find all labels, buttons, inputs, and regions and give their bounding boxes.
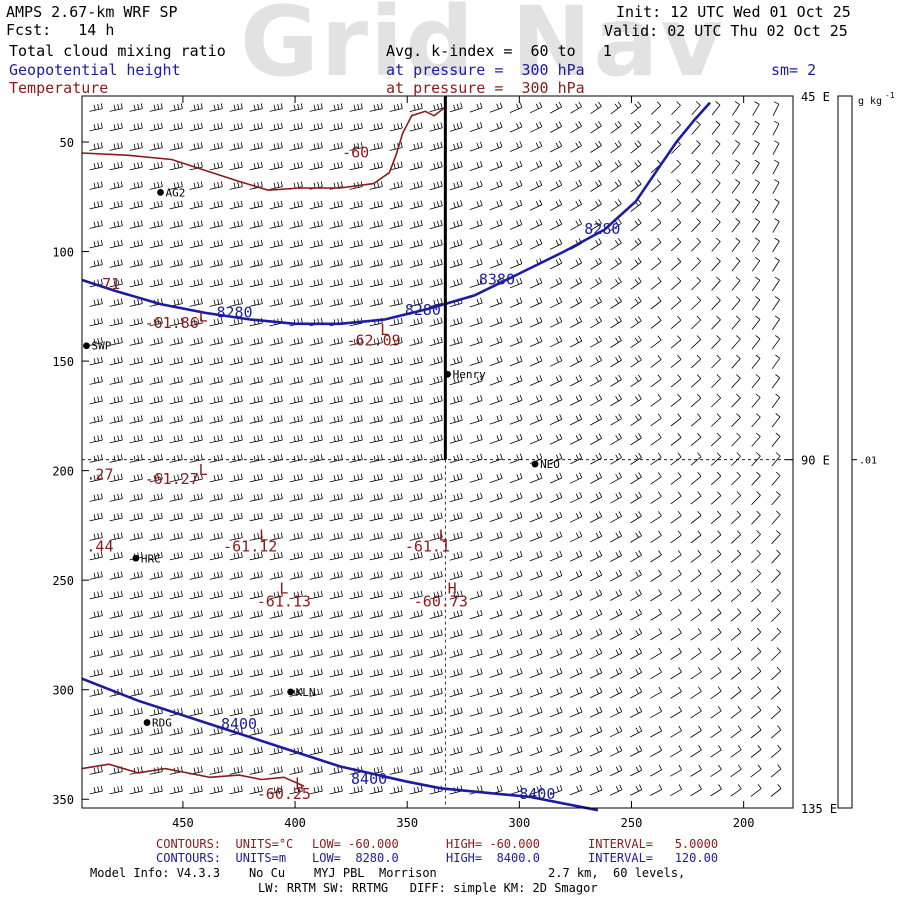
colorbar-unit: g kg [858,96,882,107]
contour-temp_-60_north [81,106,446,192]
station-dot-neo [531,460,539,468]
contour-label-22: L [259,527,268,545]
footer-resolution: 2.7 km, 60 levels, [548,866,686,880]
contour-lines [81,101,711,812]
footer-physics: LW: RRTM SW: RRTMG DIFF: simple KM: 2D S… [258,881,598,895]
footer-height-low: LOW= 8280.0 [312,851,399,865]
station-dot-rdg [143,719,151,726]
field-height: Geopotential height [9,61,181,79]
contour-label-23: L [439,527,448,545]
footer-temp-interval: INTERVAL= 5.0000 [588,837,719,851]
field-cloud: Total cloud mixing ratio [9,42,226,60]
valid-time: Valid: 02 UTC Thu 02 Oct 25 [604,22,848,40]
forecast-hour: Fcst: 14 h [6,21,115,39]
contour-label-25: H [448,579,457,597]
contour-label-8: -61.86 [145,314,199,332]
y-tick-label-200: 200 [52,465,74,479]
footer-model-info: Model Info: V4.3.3 No Cu MYJ PBL Morriso… [90,866,437,880]
y-tick-label-250: 250 [52,574,74,588]
contour-label-1: 8280 [405,301,441,319]
station-dot-swp [83,342,90,350]
contour-label-11: .27 [86,465,113,483]
y-tick-label-150: 150 [52,355,74,369]
x-tick-label-400: 400 [284,816,306,830]
station-label-hrc: HRC [141,552,161,565]
plot-frame [81,95,794,809]
station-label-rdg: RDG [152,717,172,730]
contour-label-20: L [380,321,389,339]
contour-label-26: L [295,774,304,792]
watermark: Grid Nav [240,0,725,98]
avg-k-index: Avg. k-index = 60 to 1 [386,42,612,60]
contour-label-17: -60.73 [414,592,468,610]
footer-height-interval: INTERVAL= 120.00 [588,851,719,865]
model-title: AMPS 2.67-km WRF SP [6,3,178,21]
station-label-henry: Henry [453,368,486,381]
contour-label-19: L [199,308,208,326]
x-tick-label-250: 250 [621,816,643,830]
x-tick-label-450: 450 [172,816,194,830]
colorbar-tick-label: .01 [859,456,877,467]
contour-label-15: -61.1 [405,538,450,556]
plot-axes: 450 400 350 300 250 200 50 100 150 200 250 300 350 45… [52,90,895,830]
colorbar-frame [837,95,853,809]
y-tick-label-50: 50 [60,136,74,150]
x-tick-label-300: 300 [509,816,531,830]
pressure-temperature: at pressure = 300 hPa [386,79,585,97]
pressure-height: at pressure = 300 hPa [386,61,585,79]
contour-label-2: 8380 [479,270,515,288]
contour-height_8280 [81,101,711,326]
contour-label-16: -61.13 [257,592,311,610]
station-dot-hrc [132,554,140,562]
station-label-kln: KLN [296,686,316,699]
contour-label-5: 8400 [351,770,387,788]
init-time: Init: 12 UTC Wed 01 Oct 25 [616,3,851,21]
contour-label-6: 8400 [519,785,555,803]
contour-label-0: 8280 [216,303,252,321]
contour-label-9: -62.09 [346,332,400,350]
field-temperature: Temperature [9,79,109,97]
station-dot-henry [444,370,451,378]
contour-label-13: .44 [86,538,113,556]
footer-height-high: HIGH= 8400.0 [446,851,540,865]
wind-barb-field [89,101,782,797]
contour-height_8400 [81,677,599,812]
contour-label-10: 71 [102,275,120,293]
footer-height-units: CONTOURS: UNITS=m [156,851,287,865]
contour-label-21: L [199,461,208,479]
y-tick-label-100: 100 [52,246,74,260]
x-tick-label-350: 350 [396,816,418,830]
footer-temp-low: LOW= -60.000 [312,837,399,851]
contour-label-14: -61.12 [223,538,277,556]
right-tick-label-2: 135 E [801,802,837,816]
contour-label-12: -61.27 [145,470,199,488]
station-label-swp: SWP [91,340,111,353]
station-label-ag2: AG2 [166,186,186,199]
contour-label-3: 8280 [584,220,620,238]
contour-temp_-60_south [81,763,305,787]
map-marks: AG2 SWP Henry NEO HRC KLN RDG 8280 8280 8380 8280 8… [82,96,793,808]
contour-label-18: -60.25 [257,785,311,803]
smoothing: sm= 2 [771,61,817,79]
contour-label-4: 8400 [221,715,257,733]
station-dot-kln [287,688,294,696]
station-label-neo: NEO [540,458,560,471]
colorbar-unit-sup: -1 [885,91,895,100]
contour-label-24: L [279,579,288,597]
right-tick-label-0: 45 E [801,90,830,104]
footer-temp-high: HIGH= -60.000 [446,837,540,851]
y-tick-label-350: 350 [52,793,74,807]
right-tick-label-1: 90 E [801,454,830,468]
x-tick-label-200: 200 [733,816,755,830]
footer-temp-units: CONTOURS: UNITS=°C [156,837,294,851]
wind-barbs [89,101,782,797]
station-dot-ag2 [157,188,164,196]
contour-label-7: -60 [342,143,369,161]
y-tick-label-300: 300 [52,684,74,698]
